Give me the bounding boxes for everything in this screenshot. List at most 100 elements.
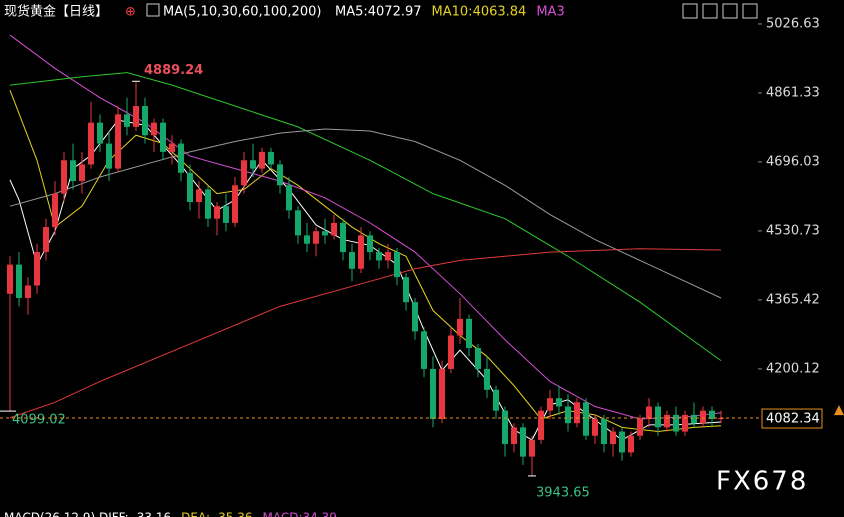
candle-body — [502, 410, 508, 445]
icon[interactable] — [742, 3, 758, 19]
candle-body — [448, 335, 454, 369]
candle-body — [376, 252, 382, 261]
y-tick-label: 5026.63 — [766, 16, 820, 31]
y-tick-label: 4365.42 — [766, 292, 820, 307]
candle-body — [628, 435, 634, 453]
legend-entry: MA5:4072.97 — [335, 5, 422, 20]
candle-body — [511, 427, 517, 445]
current-price-label: 4082.34 — [766, 412, 820, 427]
candle-body — [7, 264, 13, 294]
candle-body — [430, 368, 436, 420]
candle-body — [475, 348, 481, 369]
candle-body — [187, 172, 193, 202]
candle-body — [700, 410, 706, 424]
candle-body — [259, 151, 265, 169]
icon[interactable] — [682, 3, 698, 19]
candle-body — [277, 164, 283, 186]
candle-body — [61, 160, 67, 194]
add-icon[interactable]: ⊕ — [125, 5, 136, 20]
candle-body — [214, 206, 220, 219]
candle-body — [25, 285, 31, 298]
candle-body — [34, 252, 40, 286]
candle-body — [304, 235, 310, 244]
candle-body — [358, 235, 364, 269]
watermark: FX678 — [716, 467, 808, 497]
candle-body — [322, 231, 328, 236]
candle-body — [655, 406, 661, 428]
candle-body — [493, 389, 499, 411]
candle-body — [673, 414, 679, 432]
candle-body — [529, 439, 535, 457]
candle-body — [538, 410, 544, 440]
candle-body — [619, 431, 625, 453]
candle-body — [124, 114, 130, 127]
candle-body — [349, 252, 355, 269]
candle-body — [79, 164, 85, 182]
candle-body — [574, 402, 580, 424]
legend-entry: MA10:4063.84 — [432, 5, 527, 20]
candle-body — [250, 160, 256, 169]
candle-body — [295, 210, 301, 236]
candle-body — [97, 122, 103, 144]
candle-body — [592, 419, 598, 436]
candle-body — [43, 227, 49, 253]
icon[interactable] — [702, 3, 718, 19]
candle-body — [178, 143, 184, 173]
candle-body — [556, 398, 562, 407]
candle-body — [583, 402, 589, 436]
candle-body — [340, 222, 346, 253]
candle-body — [232, 185, 238, 223]
candle-body — [520, 427, 526, 457]
ma-line — [9, 128, 722, 299]
macd-label: MACD(26,12,9) DIFF: -33.16 — [4, 511, 171, 517]
candle-body — [88, 122, 94, 165]
candle-body — [16, 264, 22, 298]
candle-body — [151, 122, 157, 136]
current-price-box — [761, 408, 823, 429]
macd-label: DEA: -35.36 — [181, 511, 252, 517]
ma-line — [9, 248, 722, 419]
candle-body — [691, 414, 697, 424]
candle-body — [169, 143, 175, 152]
high-label: 4889.24 — [144, 63, 203, 78]
candle-body — [610, 431, 616, 445]
icon[interactable] — [722, 3, 738, 19]
candle-body — [547, 398, 553, 411]
candle-body — [160, 122, 166, 152]
arrow: ▲ — [834, 403, 844, 418]
indicator: MA(5,10,30,60,100,200) — [163, 5, 321, 20]
candle-body — [637, 419, 643, 436]
candle-body — [403, 277, 409, 303]
candle-body — [142, 106, 148, 136]
candle-body — [664, 414, 670, 428]
candle-body — [394, 252, 400, 278]
candle-body — [439, 368, 445, 420]
indicator-icon[interactable] — [146, 3, 160, 17]
candle-body — [52, 193, 58, 228]
candle-body — [385, 252, 391, 261]
legend-entry: MA3 — [536, 5, 564, 20]
candle-body — [286, 185, 292, 211]
candle-body — [646, 406, 652, 420]
candle-body — [268, 151, 274, 165]
y-tick-label: 4530.73 — [766, 223, 820, 238]
candle-body — [601, 419, 607, 445]
candle-body — [466, 318, 472, 349]
candle-body — [709, 410, 715, 420]
low-label: 3943.65 — [536, 485, 590, 500]
candle-body — [412, 302, 418, 332]
candle-body — [331, 222, 337, 236]
chart-title: 现货黄金【日线】 — [4, 4, 108, 20]
candle-body — [484, 368, 490, 390]
candle-body — [133, 106, 139, 127]
toolbar-icons — [146, 3, 758, 19]
candle-body — [457, 318, 463, 336]
macd-label: MACD:34.39 — [263, 511, 337, 517]
y-tick-label: 4696.03 — [766, 154, 820, 169]
candle-body — [115, 114, 121, 169]
ma-line — [9, 72, 722, 362]
candle-body — [367, 235, 373, 253]
candle-body — [223, 206, 229, 223]
